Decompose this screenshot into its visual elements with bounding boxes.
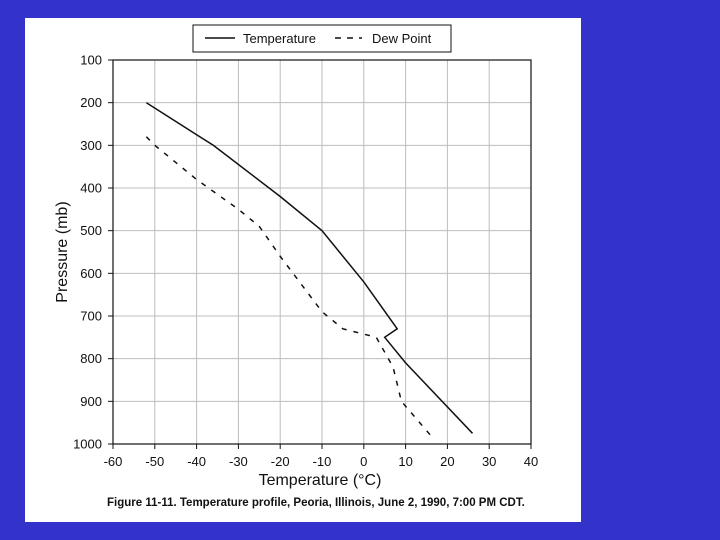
legend-temperature-label: Temperature [243,31,316,46]
figure-paper [25,18,581,522]
x-tick-label: 20 [440,454,454,469]
x-axis-ticks: -60 -50 -40 -30 -20 -10 0 10 20 30 40 [104,444,538,469]
legend-box [192,24,452,53]
figure-caption: Figure 11-11. Temperature profile, Peori… [107,497,525,509]
y-tick-label: 100 [80,53,102,68]
y-tick-label: 500 [80,223,102,238]
x-tick-label: 0 [360,454,367,469]
y-axis-label: Pressure (mb) [54,201,71,302]
x-tick-label: -60 [104,454,123,469]
x-tick-label: -10 [313,454,332,469]
caption-text: Temperature profile, Peoria, Illinois, J… [179,497,525,509]
y-axis-ticks: 100 200 300 400 500 600 700 800 900 1000 [73,53,113,452]
temperature-line [145,102,474,434]
series-layer [145,102,474,436]
x-tick-label: -30 [229,454,248,469]
y-tick-label: 800 [80,351,102,366]
x-axis-label: Temperature (°C) [259,472,382,489]
legend-dewpoint-label: Dew Point [372,31,432,46]
y-tick-label: 400 [80,181,102,196]
x-tick-label: 40 [524,454,538,469]
x-tick-label: -50 [145,454,164,469]
caption-figure-number: Figure 11-11. [107,497,177,509]
x-tick-label: -40 [187,454,206,469]
legend: Temperature Dew Point [192,24,452,53]
dew-point-line [145,136,432,436]
grid-lines [112,59,532,445]
y-tick-label: 700 [80,309,102,324]
x-tick-label: 10 [398,454,412,469]
y-tick-label: 1000 [73,437,102,452]
y-tick-label: 300 [80,138,102,153]
y-tick-label: 600 [80,266,102,281]
y-tick-label: 200 [80,95,102,110]
x-tick-label: 30 [482,454,496,469]
x-tick-label: -20 [271,454,290,469]
y-tick-label: 900 [80,394,102,409]
